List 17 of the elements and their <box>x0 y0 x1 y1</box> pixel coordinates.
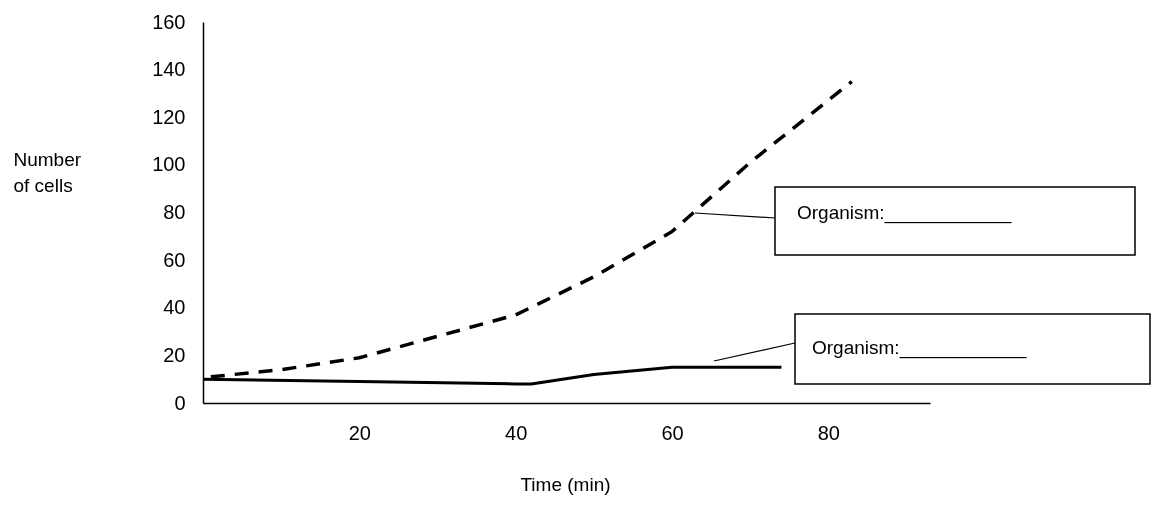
x-axis-title: Time (min) <box>520 473 611 495</box>
y-axis-title: Number of cells <box>13 148 82 196</box>
y-tick-label: 160 <box>152 10 186 33</box>
x-tick-label: 60 <box>661 421 684 444</box>
y-tick-label: 140 <box>152 58 186 81</box>
y-tick-label: 60 <box>163 248 186 271</box>
annotation: Organism:____________ <box>797 202 1012 224</box>
y-tick-label: 0 <box>174 391 186 414</box>
y-tick-label: 100 <box>152 153 186 176</box>
annotation: Organism:____________ <box>812 337 1027 359</box>
y-tick-label: 40 <box>163 296 186 319</box>
y-tick-label: 80 <box>163 201 186 223</box>
x-tick-label: 80 <box>817 421 840 444</box>
y-tick-label: 120 <box>152 105 186 128</box>
y-tick-label: 20 <box>163 343 186 366</box>
x-tick-label: 40 <box>505 421 528 444</box>
x-tick-label: 20 <box>348 421 371 444</box>
